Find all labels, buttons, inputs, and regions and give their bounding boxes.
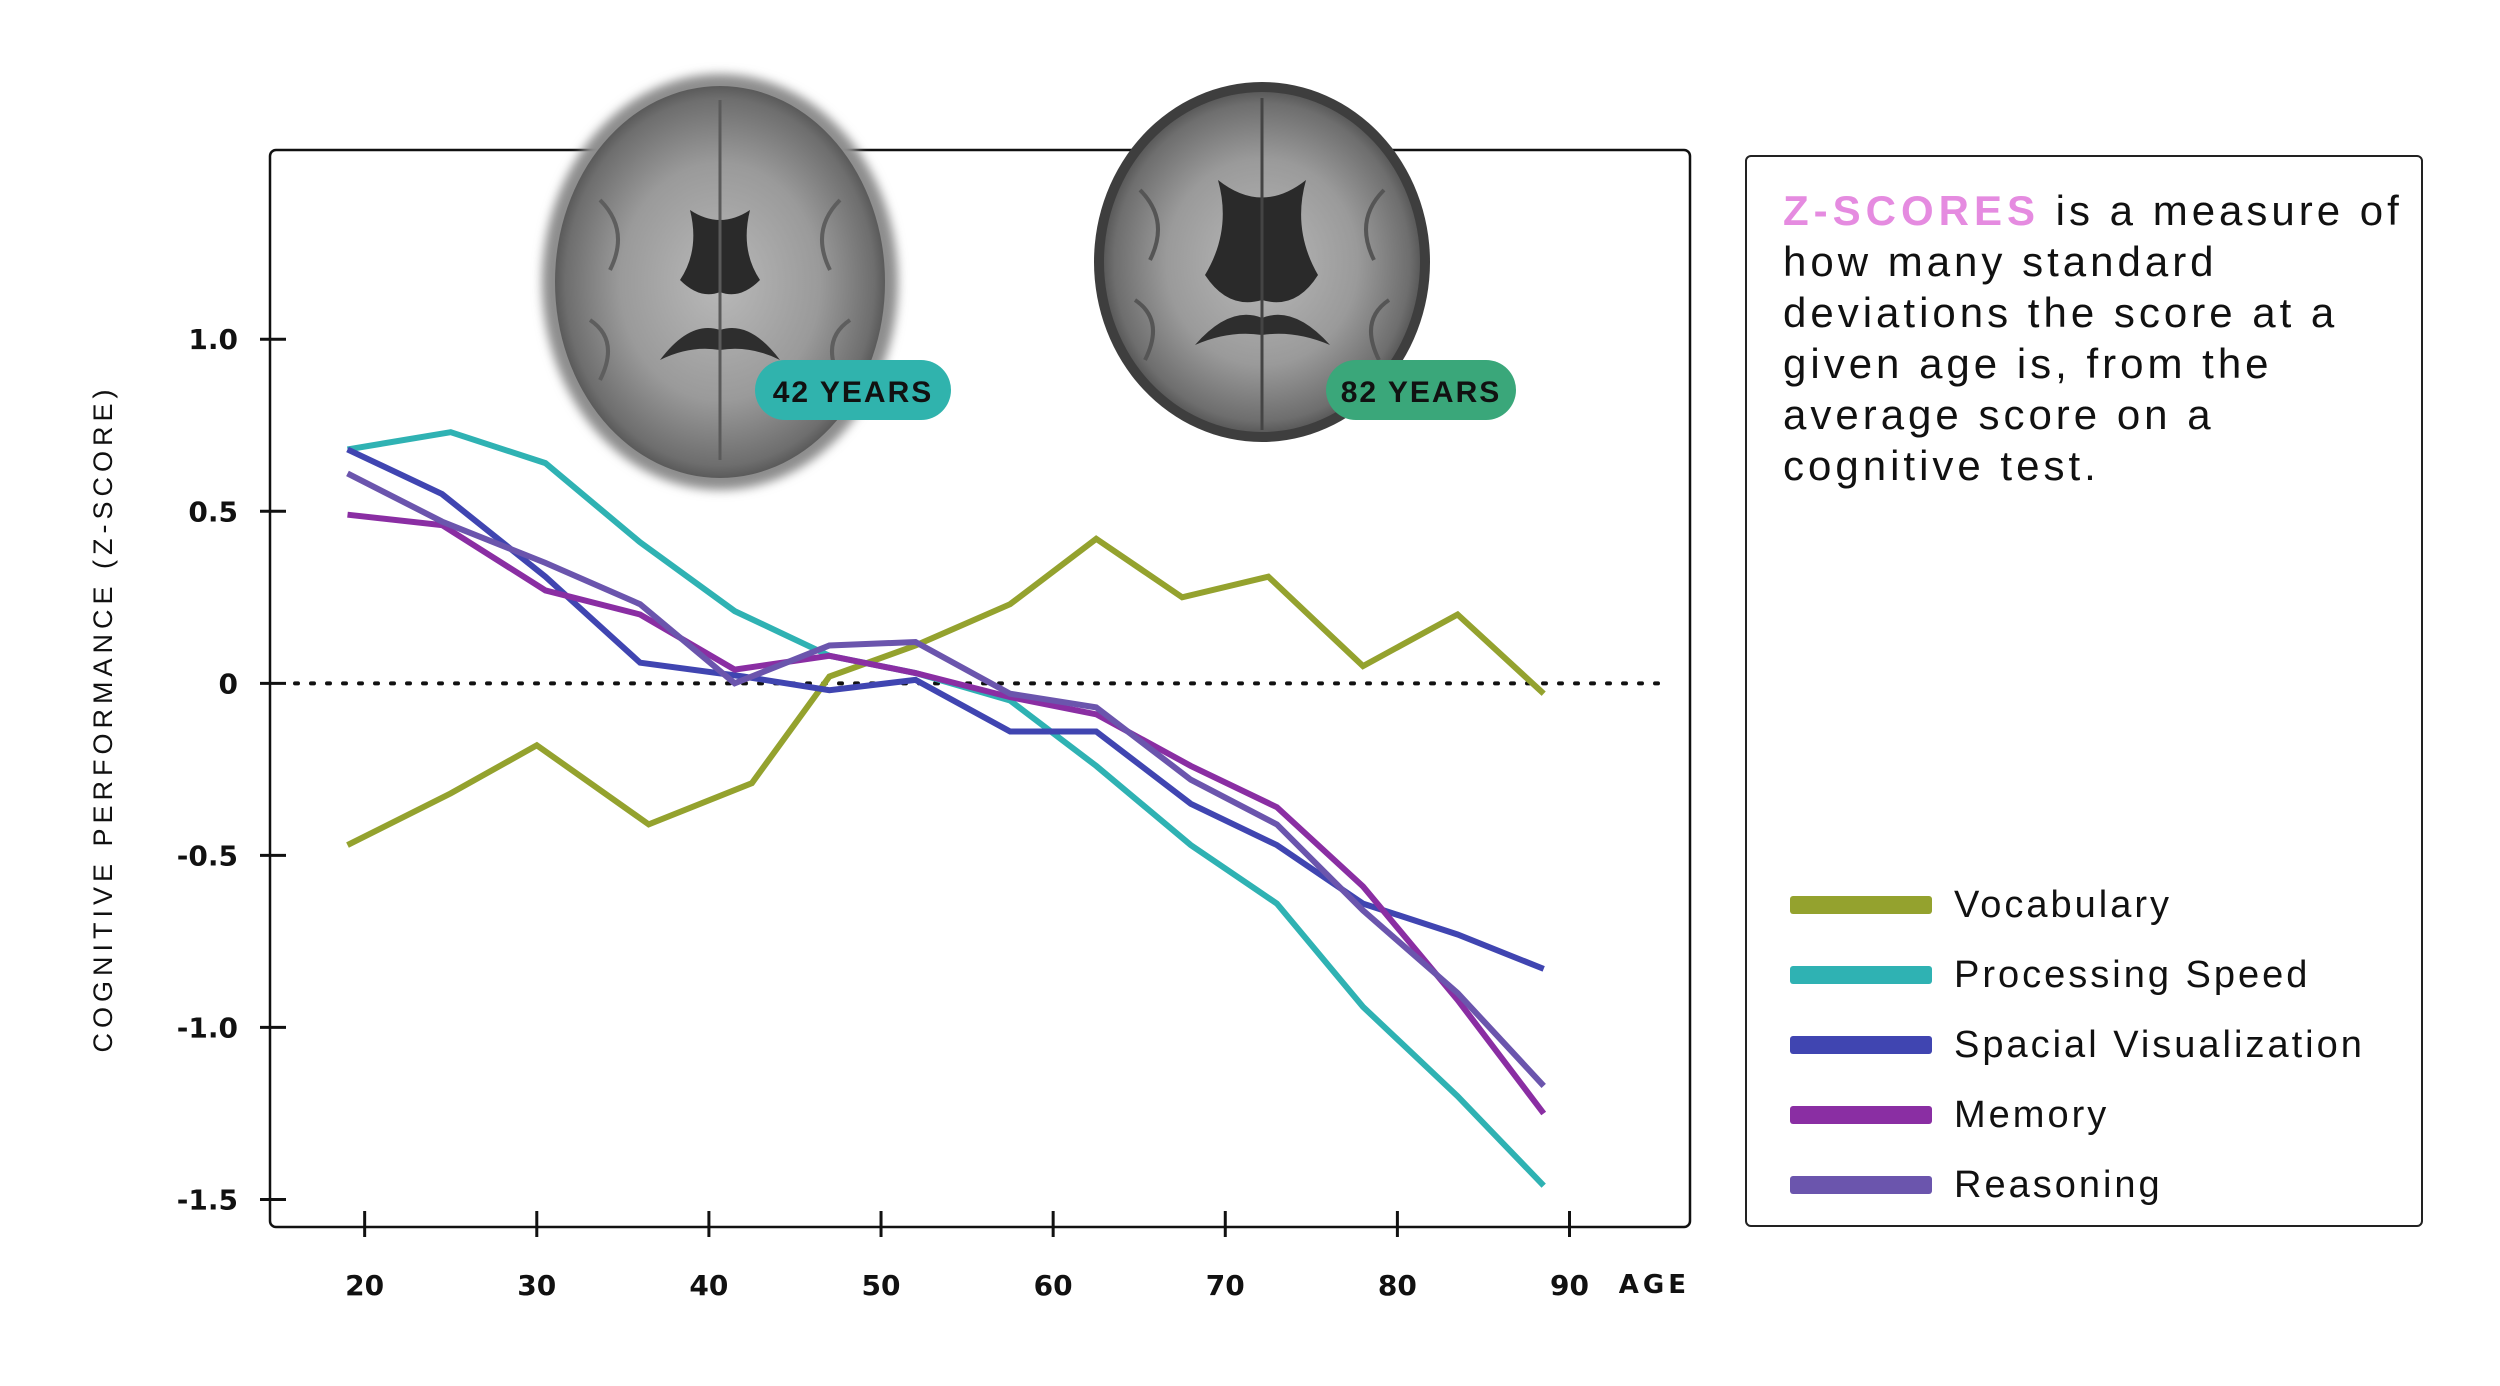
x-tick-label: 50 (862, 1269, 901, 1302)
definition-term: Z-SCORES (1783, 187, 2041, 234)
age-pill-42: 42 YEARS (755, 360, 951, 420)
legend-label: Memory (1954, 1093, 2110, 1136)
x-tick-label: 80 (1378, 1269, 1417, 1302)
info-panel (1745, 155, 2423, 1227)
legend-label: Vocabulary (1954, 883, 2173, 926)
series-line-vocabulary (346, 535, 1546, 848)
x-axis-label: AGE (1619, 1270, 1690, 1300)
legend-item-processing-speed: Processing Speed (1790, 940, 2365, 1010)
x-tick-label: 90 (1550, 1269, 1589, 1302)
legend-swatch (1790, 1106, 1932, 1124)
legend-label: Spacial Visualization (1954, 1023, 2365, 1066)
age-pill-42-label: 42 YEARS (773, 376, 934, 409)
y-axis-label: COGNITIVE PERFORMANCE (Z-SCORE) (88, 384, 118, 1052)
brain-scan-82-image (1094, 82, 1430, 442)
series-line-reasoning (346, 470, 1546, 1088)
series-line-memory (347, 511, 1547, 1116)
legend-label: Processing Speed (1954, 953, 2311, 996)
definition-text: is a measure of how many standard deviat… (1783, 187, 2403, 489)
y-tick-label: -1.0 (177, 1011, 238, 1044)
x-tick-label: 40 (689, 1269, 728, 1302)
legend: Vocabulary Processing Speed Spacial Visual… (1790, 870, 2365, 1220)
legend-item-vocabulary: Vocabulary (1790, 870, 2365, 940)
legend-swatch (1790, 1176, 1932, 1194)
y-tick-label: 0 (219, 667, 238, 700)
legend-item-memory: Memory (1790, 1080, 2365, 1150)
legend-swatch (1790, 966, 1932, 984)
y-tick-label: 1.0 (188, 323, 238, 356)
series-line-processing-speed (347, 429, 1546, 1188)
z-score-definition: Z-SCORES is a measure of how many standa… (1783, 185, 2403, 491)
axes-group: 1.0 0.5 0 -0.5 -1.0 -1.5 20 30 40 50 60 70 80 90 AGE CO… (88, 323, 1690, 1302)
legend-swatch (1790, 1036, 1932, 1054)
legend-label: Reasoning (1954, 1163, 2163, 1206)
age-pill-82-label: 82 YEARS (1341, 376, 1502, 409)
legend-item-spacial-visualization: Spacial Visualization (1790, 1010, 2365, 1080)
age-pill-42-bg (755, 360, 951, 420)
y-tick-label: -0.5 (177, 839, 238, 872)
y-tick-label: -1.5 (177, 1183, 238, 1216)
age-pill-82: 82 YEARS (1326, 360, 1516, 420)
legend-item-reasoning: Reasoning (1790, 1150, 2365, 1220)
y-tick-label: 0.5 (188, 495, 238, 528)
series-group (346, 429, 1547, 1188)
x-tick-label: 30 (517, 1269, 556, 1302)
brain-scan-42-image (542, 74, 898, 490)
age-pill-82-bg (1326, 360, 1516, 420)
legend-swatch (1790, 896, 1932, 914)
x-tick-label: 70 (1206, 1269, 1245, 1302)
plot-frame (268, 148, 1692, 1229)
x-tick-label: 20 (345, 1269, 384, 1302)
x-tick-label: 60 (1034, 1269, 1073, 1302)
